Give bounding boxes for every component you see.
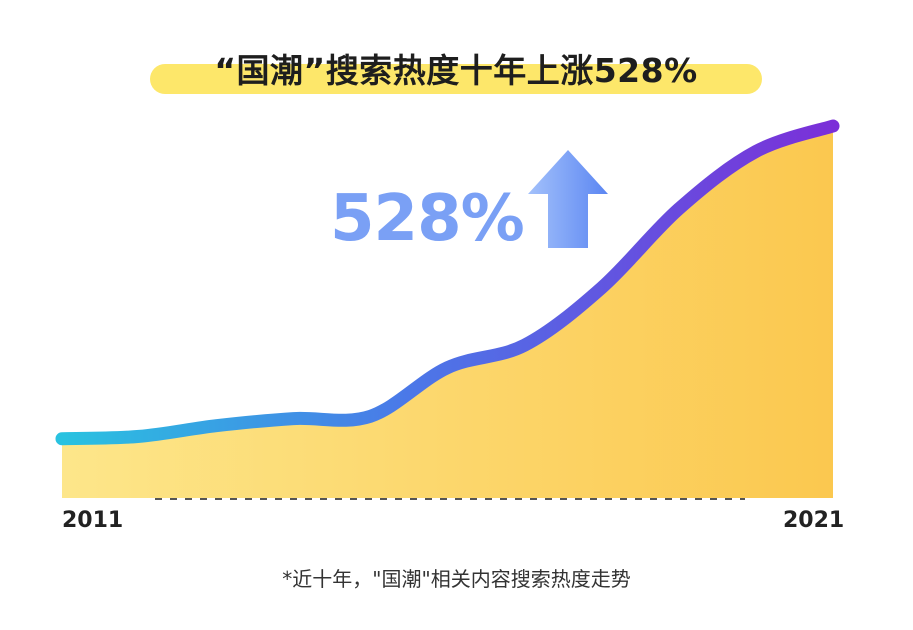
title-block: “国潮”搜索热度十年上涨528% <box>150 42 762 100</box>
x-tick-end: 2021 <box>783 508 845 533</box>
increase-callout: 528% <box>330 182 525 256</box>
trend-line <box>55 119 840 446</box>
title-highlight <box>150 64 762 94</box>
x-tick-start: 2011 <box>62 508 124 533</box>
area-fill <box>62 126 833 498</box>
arrow-up-icon <box>528 150 608 248</box>
chart-title: “国潮”搜索热度十年上涨528% <box>214 51 698 90</box>
footnote: *近十年，"国潮"相关内容搜索热度走势 <box>282 567 631 591</box>
